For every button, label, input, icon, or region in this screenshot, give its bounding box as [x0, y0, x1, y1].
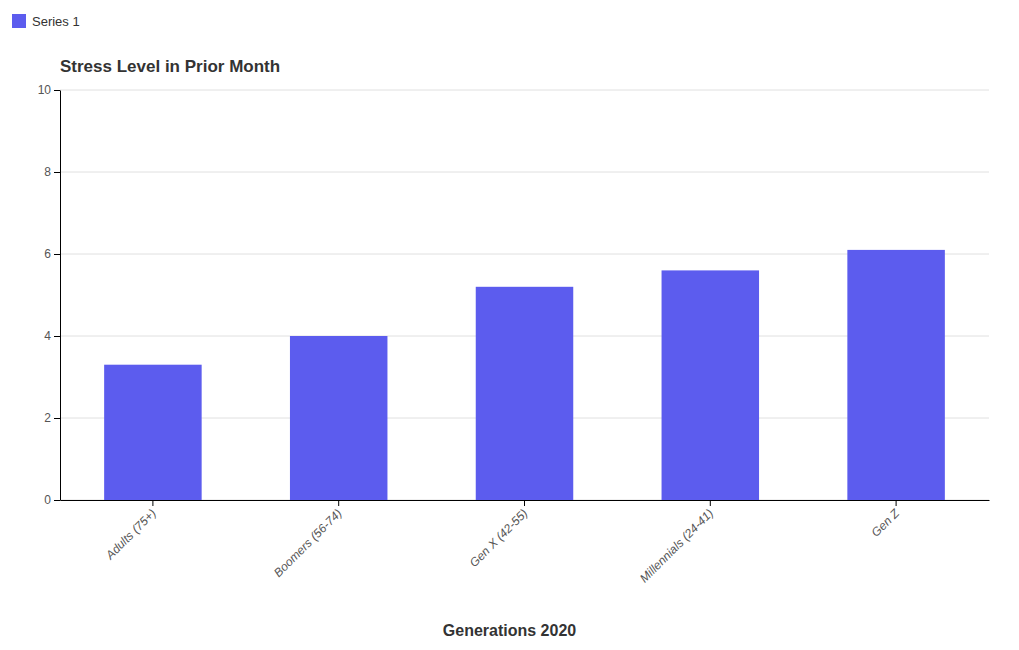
tick-label: Gen Z — [869, 506, 903, 540]
tick-label: 2 — [44, 411, 51, 425]
tick-mark — [152, 500, 153, 506]
x-axis: Adults (75+) Boomers (56-74) Gen X (42-55)… — [61, 500, 990, 585]
tick-mark — [338, 500, 339, 506]
bar — [476, 287, 574, 500]
y-axis: 0 2 4 6 8 10 — [38, 83, 61, 507]
bar — [847, 250, 945, 500]
tick: Gen X (42-55) — [467, 500, 531, 570]
legend-item: Series 1 — [12, 14, 80, 29]
bar — [104, 365, 202, 500]
tick-mark — [54, 336, 60, 337]
grid — [60, 90, 989, 500]
bars — [104, 250, 945, 500]
grid-line — [60, 90, 989, 91]
legend: Series 1 — [12, 14, 80, 29]
tick-mark — [54, 500, 60, 501]
tick: Adults (75+) — [102, 500, 159, 563]
tick: 8 — [44, 165, 60, 179]
tick-mark — [54, 254, 60, 255]
chart: 0 2 4 6 8 10 Adults (75+) Boomers (56-74) Gen X … — [0, 0, 1019, 650]
tick: Boomers (56-74) — [271, 500, 345, 580]
tick-label: Gen X (42-55) — [467, 506, 531, 570]
bar — [662, 270, 760, 500]
legend-label: Series 1 — [32, 14, 80, 29]
tick-label: 0 — [44, 493, 51, 507]
tick-label: 6 — [44, 247, 51, 261]
x-axis-title: Generations 2020 — [443, 622, 577, 639]
tick-mark — [524, 500, 525, 506]
tick: 2 — [44, 411, 60, 425]
plot: 0 2 4 6 8 10 Adults (75+) Boomers (56-74) Gen X … — [38, 83, 990, 585]
tick: Millennials (24-41) — [637, 500, 716, 585]
tick-mark — [54, 172, 60, 173]
legend-swatch — [12, 14, 26, 28]
bar — [290, 336, 388, 500]
tick-label: Adults (75+) — [102, 506, 159, 563]
tick: 4 — [44, 329, 60, 343]
tick-mark — [896, 500, 897, 506]
grid-line — [60, 172, 989, 173]
tick-mark — [54, 90, 60, 91]
tick: 10 — [38, 83, 60, 97]
tick: 0 — [44, 493, 60, 507]
tick-label: 10 — [38, 83, 52, 97]
axis-line — [60, 91, 61, 501]
tick-label: Boomers (56-74) — [271, 506, 345, 580]
tick: Gen Z — [869, 500, 903, 540]
tick-label: Millennials (24-41) — [637, 506, 716, 585]
tick: 6 — [44, 247, 60, 261]
tick-mark — [710, 500, 711, 506]
tick-label: 4 — [44, 329, 51, 343]
tick-mark — [54, 418, 60, 419]
title: Stress Level in Prior Month — [60, 57, 280, 76]
tick-label: 8 — [44, 165, 51, 179]
